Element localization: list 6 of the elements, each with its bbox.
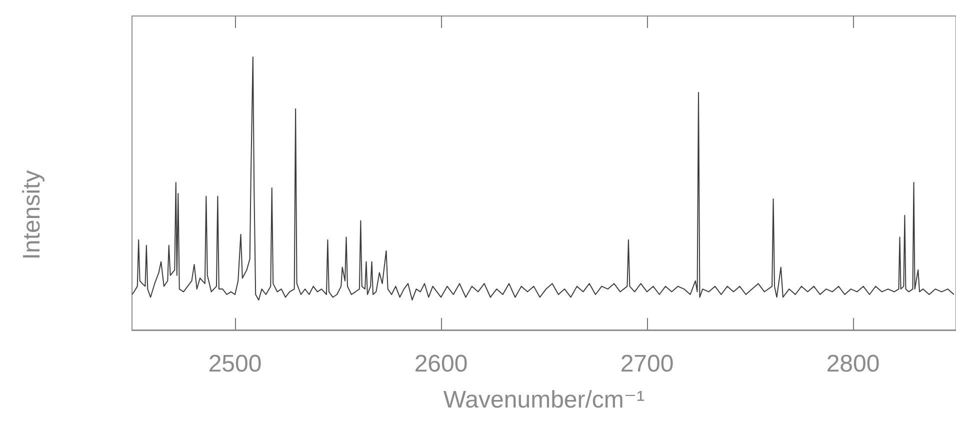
x-tick-label: 2600 — [414, 350, 468, 378]
x-tick-label: 2700 — [620, 350, 674, 378]
x-tick-label: 2500 — [208, 350, 262, 378]
y-axis-title: Intensity — [18, 170, 46, 260]
x-tick-label: 2800 — [826, 350, 880, 378]
x-axis-title: Wavenumber/cm⁻¹ — [443, 386, 645, 414]
